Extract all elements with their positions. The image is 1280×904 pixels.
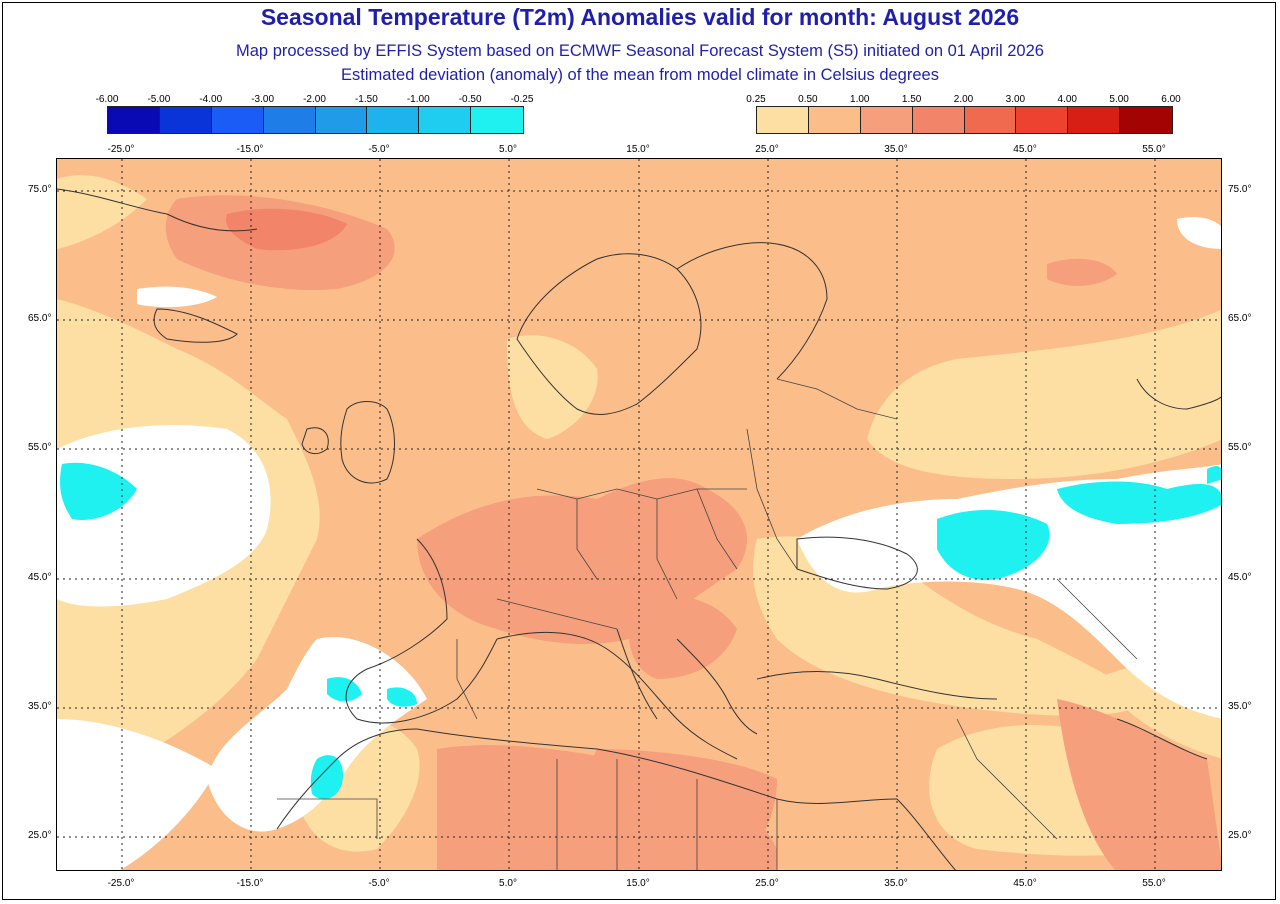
coastlines — [57, 188, 1221, 870]
longitude-label: 45.0° — [1013, 878, 1037, 889]
legend-negative-swatch — [315, 107, 368, 133]
legend-positive-label: 6.00 — [1161, 94, 1181, 105]
legend-negative-label: -6.00 — [95, 94, 119, 105]
legend-negative-label: -1.50 — [354, 94, 378, 105]
legend-negative-swatch — [211, 107, 264, 133]
legend-positive-swatch — [808, 107, 861, 133]
anomaly-field-warm — [165, 195, 1221, 870]
longitude-label: 25.0° — [755, 878, 779, 889]
anomaly-field-neutral — [57, 217, 1221, 870]
latitude-label: 75.0° — [28, 184, 52, 195]
latitude-label: 35.0° — [1228, 701, 1252, 712]
latitude-label: 25.0° — [1228, 830, 1252, 841]
legend-positive-swatch — [1120, 107, 1172, 133]
latitude-label: 75.0° — [1228, 184, 1252, 195]
legend-positive-swatch — [1068, 107, 1121, 133]
legend-positive-swatch — [1016, 107, 1069, 133]
longitude-label: 5.0° — [499, 878, 517, 889]
legend-negative-swatch — [367, 107, 420, 133]
map-subtitle-units: Estimated deviation (anomaly) of the mea… — [341, 66, 939, 84]
legend-positive-label: 1.00 — [850, 94, 870, 105]
longitude-label: -15.0° — [236, 144, 264, 155]
longitude-label: 55.0° — [1142, 878, 1166, 889]
legend-negative-label: -5.00 — [147, 94, 171, 105]
latitude-label: 65.0° — [28, 313, 52, 324]
legend-negative-label: -0.50 — [458, 94, 482, 105]
legend-positive-swatch — [964, 107, 1017, 133]
longitude-label: 25.0° — [755, 144, 779, 155]
anomaly-field-hot — [226, 208, 347, 251]
legend-positive-swatch — [757, 107, 809, 133]
legend-negative-bar — [107, 106, 524, 134]
longitude-label: 35.0° — [884, 144, 908, 155]
latitude-label: 35.0° — [28, 701, 52, 712]
latitude-label: 45.0° — [1228, 572, 1252, 583]
longitude-label: 15.0° — [626, 878, 650, 889]
country-borders — [277, 378, 1138, 870]
longitude-label: 15.0° — [626, 144, 650, 155]
legend-positive-label: 3.00 — [1005, 94, 1026, 105]
legend-negative-swatch — [419, 107, 472, 133]
legend-negative-label: -0.25 — [510, 94, 534, 105]
legend-negative-swatch — [108, 107, 160, 133]
map-subtitle-source: Map processed by EFFIS System based on E… — [236, 42, 1044, 60]
legend-negative-label: -3.00 — [251, 94, 275, 105]
anomaly-field-cool — [60, 462, 1221, 800]
longitude-label: -15.0° — [236, 878, 264, 889]
legend-positive-swatch — [912, 107, 965, 133]
legend-negative-label: -2.00 — [303, 94, 326, 105]
graticule — [57, 159, 1221, 870]
longitude-label: 45.0° — [1013, 144, 1037, 155]
legend-negative-label: -1.00 — [406, 94, 430, 105]
legend-positive-label: 0.25 — [746, 94, 766, 105]
legend-negative-swatch — [159, 107, 212, 133]
longitude-label: -5.0° — [368, 878, 390, 889]
legend-negative-label: -4.00 — [199, 94, 223, 105]
longitude-label: -5.0° — [368, 144, 390, 155]
longitude-label: 55.0° — [1142, 144, 1166, 155]
legend-positive-label: 5.00 — [1109, 94, 1129, 105]
latitude-label: 65.0° — [1228, 313, 1252, 324]
legend-negative-swatch — [263, 107, 316, 133]
legend-positive-swatch — [860, 107, 913, 133]
legend-negative-swatch — [471, 107, 523, 133]
map-title: Seasonal Temperature (T2m) Anomalies val… — [260, 4, 1020, 30]
legend-positive-label: 4.00 — [1057, 94, 1077, 105]
legend-positive-label: 1.50 — [901, 94, 922, 105]
latitude-label: 55.0° — [28, 442, 52, 453]
longitude-label: 35.0° — [884, 878, 908, 889]
longitude-label: -25.0° — [107, 144, 135, 155]
latitude-label: 25.0° — [28, 830, 52, 841]
latitude-label: 55.0° — [1228, 442, 1252, 453]
latitude-label: 45.0° — [28, 572, 52, 583]
longitude-label: 5.0° — [499, 144, 517, 155]
legend-positive-bar — [756, 106, 1173, 134]
anomaly-map-svg — [57, 159, 1221, 870]
legend-positive-label: 2.00 — [953, 94, 974, 105]
anomaly-map — [56, 158, 1222, 871]
legend-positive-label: 0.50 — [798, 94, 818, 105]
longitude-label: -25.0° — [107, 878, 135, 889]
